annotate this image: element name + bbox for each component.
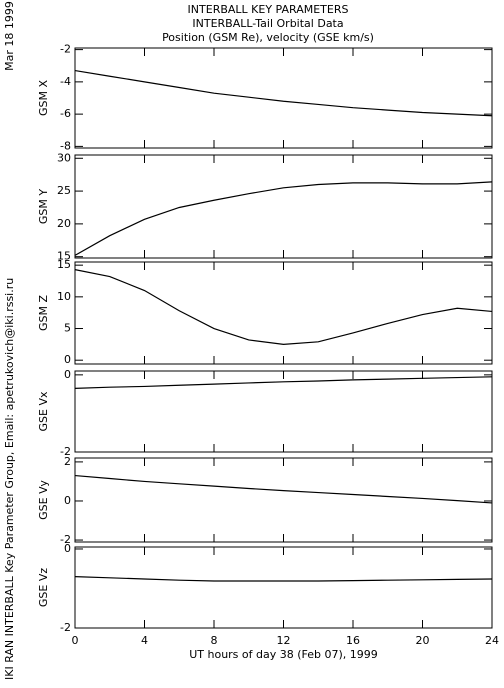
y-tick-label: 10 — [57, 290, 71, 303]
date: Mar 18 1999 — [3, 1, 16, 71]
y-axis-label: GSM Z — [37, 295, 50, 331]
y-tick-label: -4 — [60, 75, 71, 88]
panel-frame — [74, 47, 493, 149]
title: INTERBALL-Tail Orbital Data — [192, 17, 343, 30]
y-axis-label: GSE Vx — [37, 391, 50, 431]
line — [74, 376, 493, 389]
x-tick-label: 24 — [485, 634, 499, 647]
line — [74, 181, 493, 256]
y-tick-label: 15 — [57, 258, 71, 271]
y-tick-label: -8 — [60, 139, 71, 152]
x-tick-label: 0 — [72, 634, 79, 647]
y-tick-label: -2 — [60, 445, 71, 458]
y-tick-label: 0 — [64, 494, 71, 507]
y-tick-label: 30 — [57, 151, 71, 164]
x-axis-label: UT hours of day 38 (Feb 07), 1999 — [189, 648, 378, 661]
y-tick-label: 0 — [64, 353, 71, 366]
title: INTERBALL KEY PARAMETERS — [188, 3, 349, 16]
y-axis-label: GSM Y — [37, 189, 50, 224]
x-tick-label: 4 — [141, 634, 148, 647]
y-tick-label: -2 — [60, 621, 71, 634]
line — [74, 269, 493, 345]
x-tick-label: 16 — [346, 634, 360, 647]
y-tick-label: 15 — [57, 250, 71, 263]
x-tick-label: 12 — [277, 634, 291, 647]
credit: IKI RAN INTERBALL Key Parameter Group, E… — [3, 278, 16, 680]
title: Position (GSM Re), velocity (GSE km/s) — [162, 31, 374, 44]
y-axis-label: GSE Vy — [37, 480, 50, 520]
y-axis-label: GSE Vz — [37, 568, 50, 607]
panel-frame — [74, 370, 493, 453]
y-tick-label: 5 — [64, 322, 71, 335]
line — [74, 576, 493, 582]
line — [74, 474, 493, 504]
panel-frame — [74, 546, 493, 629]
x-tick-label: 8 — [211, 634, 218, 647]
y-tick-label: -6 — [60, 107, 71, 120]
y-tick-label: 2 — [64, 455, 71, 468]
y-tick-label: 0 — [64, 368, 71, 381]
y-tick-label: 0 — [64, 542, 71, 555]
panel-frame — [74, 457, 493, 543]
y-tick-label: 20 — [57, 217, 71, 230]
panel-frame — [74, 154, 493, 259]
x-tick-label: 20 — [416, 634, 430, 647]
line — [74, 69, 493, 117]
y-tick-label: -2 — [60, 43, 71, 56]
y-tick-label: 25 — [57, 184, 71, 197]
y-tick-label: -2 — [60, 533, 71, 546]
y-axis-label: GSM X — [37, 80, 50, 116]
